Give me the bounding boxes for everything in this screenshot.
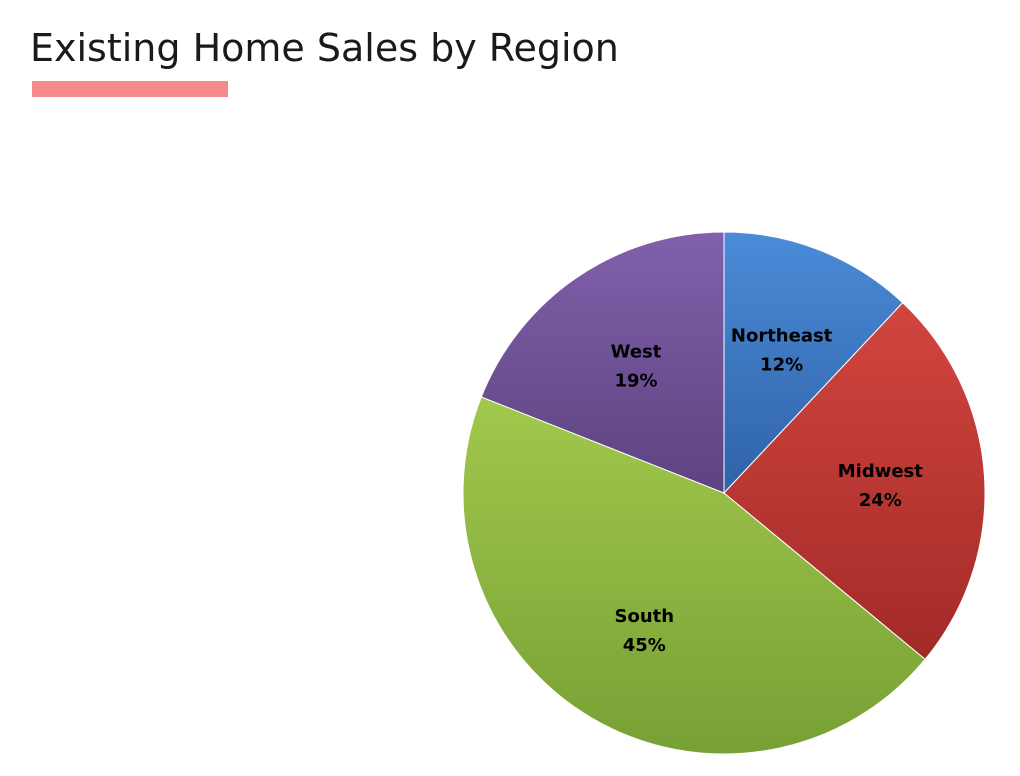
pie-label-name: Midwest <box>838 461 924 482</box>
pie-slice-west <box>480 231 725 494</box>
pie-labels: Northeast 12% Midwest 24% South 45% West 19% <box>611 325 924 655</box>
pie-slice-northeast <box>723 231 904 495</box>
page-title: Existing Home Sales by Region <box>30 26 619 70</box>
pie-label-northeast: Northeast 12% <box>731 325 833 375</box>
title-accent-bar <box>32 81 228 97</box>
pie-label-value: 19% <box>614 371 657 392</box>
pie-slices <box>462 231 986 755</box>
pie-label-south: South 45% <box>615 606 675 656</box>
pie-slice-south <box>462 396 926 755</box>
pie-slice-midwest <box>723 302 986 661</box>
pie-label-value: 12% <box>760 354 803 375</box>
pie-label-name: West <box>611 342 662 363</box>
pie-label-midwest: Midwest 24% <box>838 461 924 511</box>
pie-label-name: Northeast <box>731 325 833 346</box>
pie-label-name: South <box>615 606 675 627</box>
pie-label-west: West 19% <box>611 342 662 392</box>
pie-label-value: 24% <box>859 490 902 511</box>
pie-label-value: 45% <box>623 635 666 656</box>
